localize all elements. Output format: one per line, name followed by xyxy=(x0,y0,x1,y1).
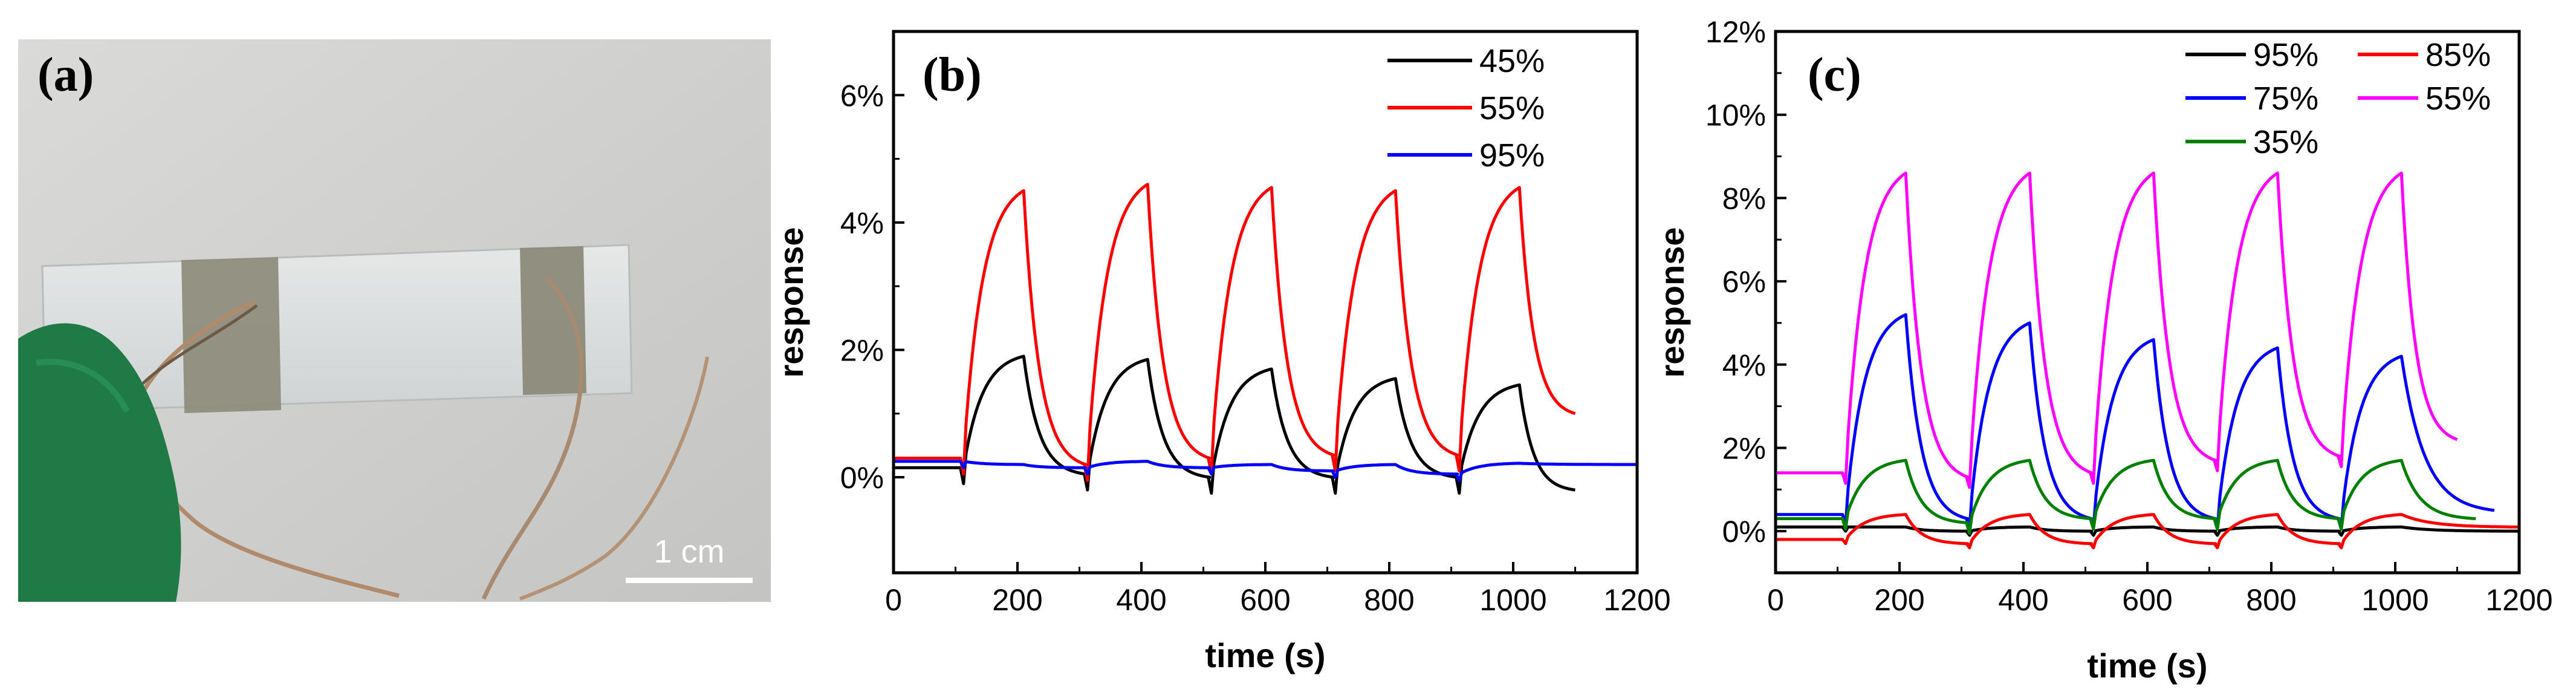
panel-b-legend: 45% 55% 95% xyxy=(1387,43,1545,174)
panel-c-series-35pct xyxy=(1776,458,2476,535)
panel-c-xtick-label: 400 xyxy=(1998,583,2048,617)
panel-c-xtick-label: 200 xyxy=(1874,583,1924,617)
right-wire xyxy=(481,276,584,600)
scale-bar xyxy=(626,578,753,583)
left-wire-tip xyxy=(138,304,258,388)
panel-b-chart: 0 200 400 600 800 1000 1200 0% 2% 4% 6% (b) time (… xyxy=(772,30,1671,674)
panel-c-ylabel: response xyxy=(1653,227,1691,378)
panel-b-xtick-label: 800 xyxy=(1364,583,1414,617)
panel-b-xtick-label: 1000 xyxy=(1479,583,1546,617)
panel-c-legend: 95% 85% 75% 55% 35% xyxy=(2185,37,2491,160)
panel-c-ytick-label: 6% xyxy=(1722,265,1766,299)
panel-c-xtick-label: 0 xyxy=(1767,583,1784,617)
panel-b-ylabel: response xyxy=(772,227,810,378)
panel-b-ticks: 0 200 400 600 800 1000 1200 0% 2% 4% 6% xyxy=(840,79,1671,617)
panel-b-xtick-label: 600 xyxy=(1240,583,1290,617)
panel-b-xtick-label: 200 xyxy=(992,583,1042,617)
panel-c-series-75pct xyxy=(1776,313,2495,531)
panel-c-frame xyxy=(1774,30,2521,575)
panel-c-series-85pct xyxy=(1776,513,2520,550)
scale-bar-label: 1 cm xyxy=(654,533,724,570)
panel-c-legend-label: 95% xyxy=(2253,37,2318,73)
panel-c-ytick-label: 0% xyxy=(1722,515,1766,549)
panel-b-legend-label: 95% xyxy=(1479,137,1545,174)
panel-c-ytick-label: 2% xyxy=(1722,431,1766,465)
panel-b-legend-label: 45% xyxy=(1479,43,1545,79)
panel-c-legend-label: 55% xyxy=(2425,80,2491,117)
panel-c-chart: 0 200 400 600 800 1000 1200 0% 2% 4% 6% 8% 10% 12% (c… xyxy=(1653,15,2553,685)
panel-b-xtick-label: 400 xyxy=(1116,583,1166,617)
panel-c-ticks: 0 200 400 600 800 1000 1200 0% 2% 4% 6% 8% 10% 12% xyxy=(1705,15,2553,617)
panel-b-xtick-label: 0 xyxy=(885,583,902,617)
panel-c-ytick-label: 4% xyxy=(1722,348,1766,382)
glove-highlight xyxy=(36,359,130,413)
panel-c-legend-label: 35% xyxy=(2253,124,2318,160)
panel-b-xlabel: time (s) xyxy=(1205,636,1325,674)
panel-c-series-95pct xyxy=(1776,525,2520,537)
panel-b-ytick-label: 4% xyxy=(840,206,884,240)
panel-b-series-95pct xyxy=(894,460,1637,482)
panel-b-xtick-label: 1200 xyxy=(1603,583,1670,617)
panel-b-ytick-label: 0% xyxy=(840,461,884,495)
glove xyxy=(18,323,181,602)
panel-c-legend-label: 75% xyxy=(2253,80,2318,117)
right-electrode-pad xyxy=(520,246,586,395)
panel-b-label: (b) xyxy=(923,48,982,102)
panel-b-plot-area xyxy=(894,183,1637,495)
panel-c-ytick-label: 10% xyxy=(1705,99,1766,132)
panel-a-label: (a) xyxy=(37,48,94,102)
panel-b-ytick-label: 6% xyxy=(840,79,884,113)
panel-b-legend-label: 55% xyxy=(1479,90,1545,126)
panel-b-series-55pct xyxy=(894,183,1576,482)
panel-c-plot-area xyxy=(1776,171,2520,550)
panel-c-xtick-label: 800 xyxy=(2246,583,2296,617)
panel-c-series-55pct xyxy=(1776,171,2458,489)
left-electrode-pad xyxy=(181,257,281,413)
panel-c-ytick-label: 8% xyxy=(1722,181,1766,215)
panel-c-xtick-label: 600 xyxy=(2122,583,2172,617)
panel-b-series-45pct xyxy=(894,354,1575,495)
panel-c-ytick-label: 12% xyxy=(1705,15,1766,49)
panel-c-xtick-label: 1000 xyxy=(2361,583,2428,617)
free-wire xyxy=(519,356,709,601)
panel-c-xlabel: time (s) xyxy=(2087,647,2207,685)
panel-c-label: (c) xyxy=(1808,48,1861,102)
panel-b-ytick-label: 2% xyxy=(840,333,884,367)
panel-a-photo: 1 cm (a) xyxy=(18,39,771,602)
panel-c-xtick-label: 1200 xyxy=(2485,583,2552,617)
panel-c-legend-label: 85% xyxy=(2425,37,2491,73)
